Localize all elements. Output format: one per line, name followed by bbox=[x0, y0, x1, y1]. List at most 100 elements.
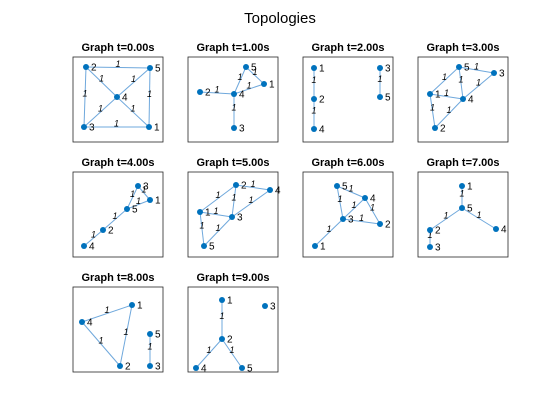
edge bbox=[462, 72, 495, 100]
edge-label: 1 bbox=[206, 345, 211, 355]
node bbox=[231, 91, 237, 97]
edge bbox=[245, 66, 265, 85]
node bbox=[243, 64, 249, 70]
node-label: 5 bbox=[247, 364, 253, 375]
edge-label: 1 bbox=[214, 84, 219, 94]
edge-label: 1 bbox=[91, 229, 96, 239]
node-label: 4 bbox=[239, 90, 245, 101]
edge-label: 1 bbox=[430, 102, 435, 112]
node-label: 2 bbox=[125, 362, 131, 373]
edge bbox=[429, 93, 464, 100]
edge bbox=[364, 197, 381, 225]
edge-label: 1 bbox=[351, 200, 356, 210]
node-label: 3 bbox=[237, 213, 243, 224]
edge-label: 1 bbox=[82, 88, 87, 98]
edge bbox=[81, 321, 121, 367]
node bbox=[233, 182, 239, 188]
edge-label: 1 bbox=[248, 195, 253, 205]
edge-label: 1 bbox=[99, 73, 104, 83]
edge-label: 1 bbox=[215, 223, 220, 233]
edge bbox=[235, 184, 271, 191]
node-label: 1 bbox=[269, 80, 275, 91]
node-label: 5 bbox=[132, 205, 138, 216]
node bbox=[219, 336, 225, 342]
node bbox=[100, 227, 106, 233]
node bbox=[459, 183, 465, 189]
node bbox=[147, 197, 153, 203]
node-label: 3 bbox=[239, 124, 245, 135]
node bbox=[261, 81, 267, 87]
edge-label: 1 bbox=[252, 67, 257, 77]
node-label: 1 bbox=[227, 296, 233, 307]
edge bbox=[231, 184, 237, 218]
node bbox=[491, 70, 497, 76]
node bbox=[340, 216, 346, 222]
edge-label: 1 bbox=[141, 184, 146, 194]
edge-label: 1 bbox=[442, 72, 447, 82]
edge-label: 1 bbox=[112, 211, 117, 221]
edge bbox=[126, 185, 139, 210]
node bbox=[427, 227, 433, 233]
node bbox=[81, 243, 87, 249]
node bbox=[146, 124, 152, 130]
node bbox=[219, 297, 225, 303]
edge-label: 1 bbox=[98, 103, 103, 113]
edge bbox=[231, 189, 271, 218]
node-label: 5 bbox=[155, 64, 161, 75]
edge bbox=[221, 338, 243, 369]
edge-label: 1 bbox=[246, 80, 251, 90]
node bbox=[377, 65, 383, 71]
node bbox=[229, 214, 235, 220]
edge-label: 1 bbox=[219, 311, 224, 321]
edge-label: 1 bbox=[130, 103, 135, 113]
node bbox=[267, 187, 273, 193]
edge bbox=[116, 96, 150, 128]
node bbox=[460, 96, 466, 102]
node-label: 3 bbox=[155, 362, 161, 373]
node bbox=[83, 64, 89, 70]
node bbox=[493, 226, 499, 232]
node bbox=[117, 363, 123, 369]
node bbox=[456, 64, 462, 70]
edge-label: 1 bbox=[311, 105, 316, 115]
edge bbox=[434, 98, 464, 129]
node bbox=[377, 94, 383, 100]
edge bbox=[458, 66, 464, 100]
node-label: 1 bbox=[137, 301, 143, 312]
node-label: 2 bbox=[319, 95, 325, 106]
edge bbox=[85, 66, 151, 69]
edge bbox=[203, 216, 233, 247]
node bbox=[459, 205, 465, 211]
edge bbox=[233, 66, 247, 95]
edge-label: 1 bbox=[115, 59, 120, 69]
node-label: 2 bbox=[205, 88, 211, 99]
node-label: 4 bbox=[275, 186, 281, 197]
node-label: 5 bbox=[155, 330, 161, 341]
edge-label: 1 bbox=[123, 327, 128, 337]
node bbox=[312, 243, 318, 249]
node bbox=[334, 183, 340, 189]
edge bbox=[148, 67, 151, 128]
node-label: 5 bbox=[251, 63, 257, 74]
axes-box bbox=[302, 56, 394, 143]
edge bbox=[81, 304, 133, 323]
node-label: 1 bbox=[319, 64, 325, 75]
edge bbox=[233, 83, 265, 95]
node-label: 3 bbox=[385, 64, 391, 75]
node-label: 3 bbox=[270, 302, 276, 313]
graph-title: Graph t=8.00s bbox=[81, 272, 154, 284]
node-label: 4 bbox=[319, 125, 325, 136]
edge bbox=[429, 207, 463, 231]
edge bbox=[336, 185, 344, 220]
node-label: 4 bbox=[89, 242, 95, 253]
edge-label: 1 bbox=[427, 230, 432, 240]
edge bbox=[102, 208, 128, 231]
graph-title: Graph t=7.00s bbox=[426, 157, 499, 169]
edge-label: 1 bbox=[359, 213, 364, 223]
node-label: 2 bbox=[440, 124, 446, 135]
edge bbox=[429, 93, 436, 129]
node bbox=[362, 195, 368, 201]
node bbox=[311, 65, 317, 71]
edge bbox=[83, 229, 104, 247]
node-label: 4 bbox=[468, 95, 474, 106]
